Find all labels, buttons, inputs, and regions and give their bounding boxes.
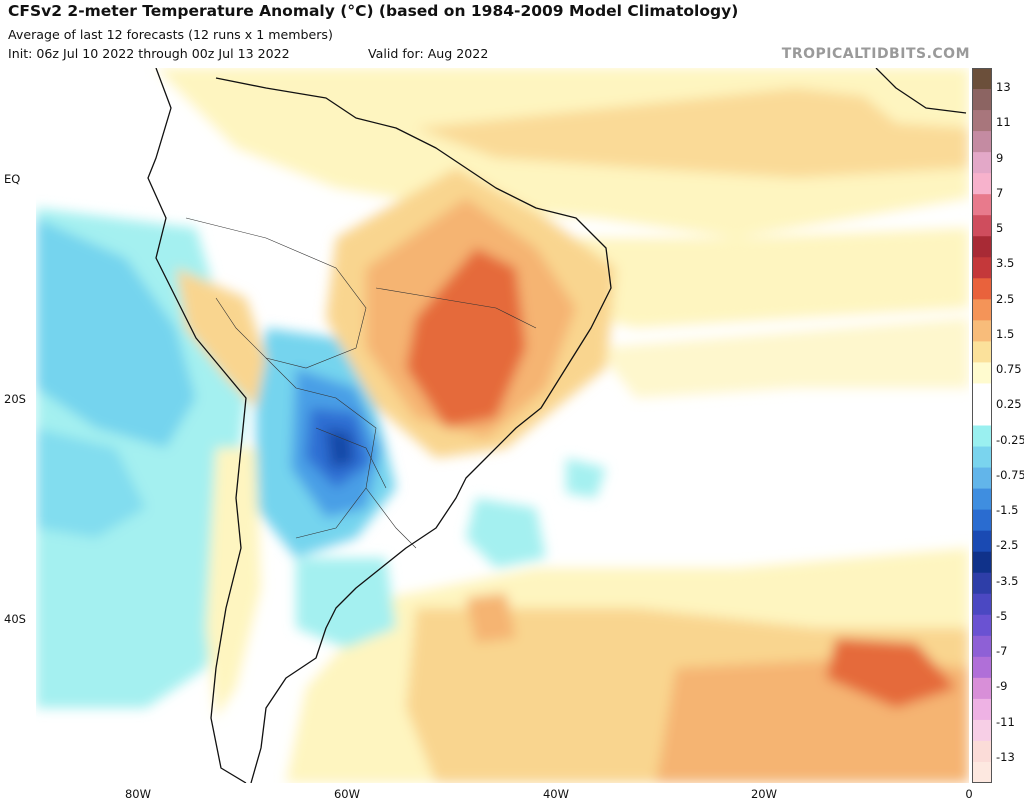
lat-label-40s: 40S bbox=[4, 612, 26, 626]
colorbar-label: -0.75 bbox=[996, 467, 1024, 482]
colorbar-label: -3.5 bbox=[996, 573, 1019, 588]
colorbar-swatch bbox=[972, 551, 992, 574]
coastlines bbox=[147, 68, 967, 783]
colorbar-swatch bbox=[972, 509, 992, 532]
border-central bbox=[265, 357, 377, 539]
colorbar-label: -11 bbox=[996, 714, 1015, 729]
atlantic-coast bbox=[215, 77, 612, 783]
colorbar-swatch bbox=[972, 236, 992, 258]
colorbar-label: -0.25 bbox=[996, 432, 1024, 447]
colorbar-swatch bbox=[972, 89, 992, 111]
colorbar-swatch bbox=[972, 761, 992, 783]
colorbar-label: 7 bbox=[996, 185, 1004, 200]
hot-spot-south-atlantic bbox=[826, 638, 956, 708]
colorbar-label: 9 bbox=[996, 150, 1004, 165]
cool-spot-atlantic-2 bbox=[566, 458, 606, 498]
warm-strip-chile bbox=[206, 448, 261, 718]
init-time: Init: 06z Jul 10 2022 through 00z Jul 13… bbox=[8, 46, 290, 61]
colorbar-swatch bbox=[972, 257, 992, 279]
colorbar-swatch bbox=[972, 173, 992, 195]
colorbar-label: 11 bbox=[996, 115, 1011, 130]
colorbar-swatch bbox=[972, 488, 992, 511]
colorbar bbox=[972, 68, 992, 783]
colorbar-swatch bbox=[972, 215, 992, 237]
warm-spot-argentina-coast bbox=[466, 593, 516, 643]
colorbar-swatch bbox=[972, 362, 992, 384]
border-brazil-states bbox=[375, 287, 537, 329]
cool-spot-pacific-south bbox=[36, 428, 146, 538]
colorbar-label: 13 bbox=[996, 80, 1011, 94]
colorbar-label: -5 bbox=[996, 608, 1008, 623]
colorbar-swatch bbox=[972, 572, 992, 595]
colorbar-swatch bbox=[972, 698, 992, 721]
colorbar-label: -13 bbox=[996, 749, 1015, 764]
coldest-core-paraguay bbox=[326, 428, 354, 468]
colorbar-label: 5 bbox=[996, 221, 1004, 235]
colorbar-swatch bbox=[972, 152, 992, 174]
colorbar-label: -2.5 bbox=[996, 538, 1019, 553]
colorbar-label: -7 bbox=[996, 644, 1008, 658]
colorbar-label: 2.5 bbox=[996, 291, 1015, 306]
colorbar-swatch bbox=[972, 320, 992, 342]
warm-spot-africa bbox=[856, 68, 969, 128]
valid-time: Valid for: Aug 2022 bbox=[368, 46, 489, 61]
lat-label-eq: EQ bbox=[4, 172, 21, 186]
colorbar-swatch bbox=[972, 131, 992, 153]
colorbar-swatch bbox=[972, 425, 992, 448]
colorbar-swatch bbox=[972, 68, 992, 90]
warm-band-eq-atlantic bbox=[496, 228, 969, 328]
warm-band-atlantic bbox=[416, 88, 969, 178]
colorbar-swatch bbox=[972, 467, 992, 490]
africa-coast bbox=[875, 68, 967, 114]
map-title: CFSv2 2-meter Temperature Anomaly (°C) (… bbox=[8, 2, 739, 20]
colorbar-swatch bbox=[972, 719, 992, 742]
colorbar-swatch bbox=[972, 740, 992, 763]
colorbar-swatch bbox=[972, 194, 992, 216]
lon-label-60w: 60W bbox=[333, 787, 361, 801]
colorbar-swatch bbox=[972, 530, 992, 553]
cool-zone-argentina bbox=[296, 558, 396, 648]
anomaly-map bbox=[36, 68, 969, 783]
cool-core-pacific bbox=[36, 218, 196, 448]
colorbar-swatch bbox=[972, 677, 992, 700]
colorbar-swatch bbox=[972, 614, 992, 637]
colorbar-swatch bbox=[972, 404, 992, 426]
lon-label-80w: 80W bbox=[124, 787, 152, 801]
colorbar-swatch bbox=[972, 635, 992, 658]
colorbar-swatch bbox=[972, 593, 992, 616]
colorbar-label: 3.5 bbox=[996, 256, 1015, 271]
lon-label-0: 0 bbox=[965, 787, 973, 801]
colorbar-label: 1.5 bbox=[996, 326, 1015, 341]
lon-label-20w: 20W bbox=[750, 787, 778, 801]
colorbar-label: 0.75 bbox=[996, 362, 1022, 376]
colorbar-label: 0.25 bbox=[996, 397, 1022, 412]
watermark: TROPICALTIDBITS.COM bbox=[781, 46, 970, 62]
colorbar-swatch bbox=[972, 341, 992, 363]
hot-core-brazil bbox=[406, 248, 526, 428]
lat-label-20s: 20S bbox=[4, 392, 26, 406]
colorbar-swatch bbox=[972, 656, 992, 679]
colorbar-swatch bbox=[972, 446, 992, 469]
anomaly-field bbox=[36, 68, 969, 783]
colorbar-swatch bbox=[972, 110, 992, 132]
border-uruguay bbox=[365, 487, 417, 549]
colorbar-label: -9 bbox=[996, 679, 1008, 694]
colorbar-swatch bbox=[972, 299, 992, 321]
border-north bbox=[185, 217, 367, 369]
country-borders bbox=[185, 217, 537, 549]
colorbar-border bbox=[972, 68, 992, 783]
map-subtitle: Average of last 12 forecasts (12 runs x … bbox=[8, 27, 333, 42]
warm-band-south-atlantic bbox=[596, 318, 969, 398]
warm-strip-andes bbox=[176, 268, 266, 408]
border-paraguay bbox=[315, 427, 387, 489]
pacific-coast bbox=[147, 68, 247, 783]
lon-label-40w: 40W bbox=[542, 787, 570, 801]
colorbar-swatch bbox=[972, 278, 992, 300]
colorbar-swatch bbox=[972, 383, 992, 405]
cool-spot-atlantic-1 bbox=[466, 498, 546, 568]
colorbar-label: -1.5 bbox=[996, 503, 1019, 517]
